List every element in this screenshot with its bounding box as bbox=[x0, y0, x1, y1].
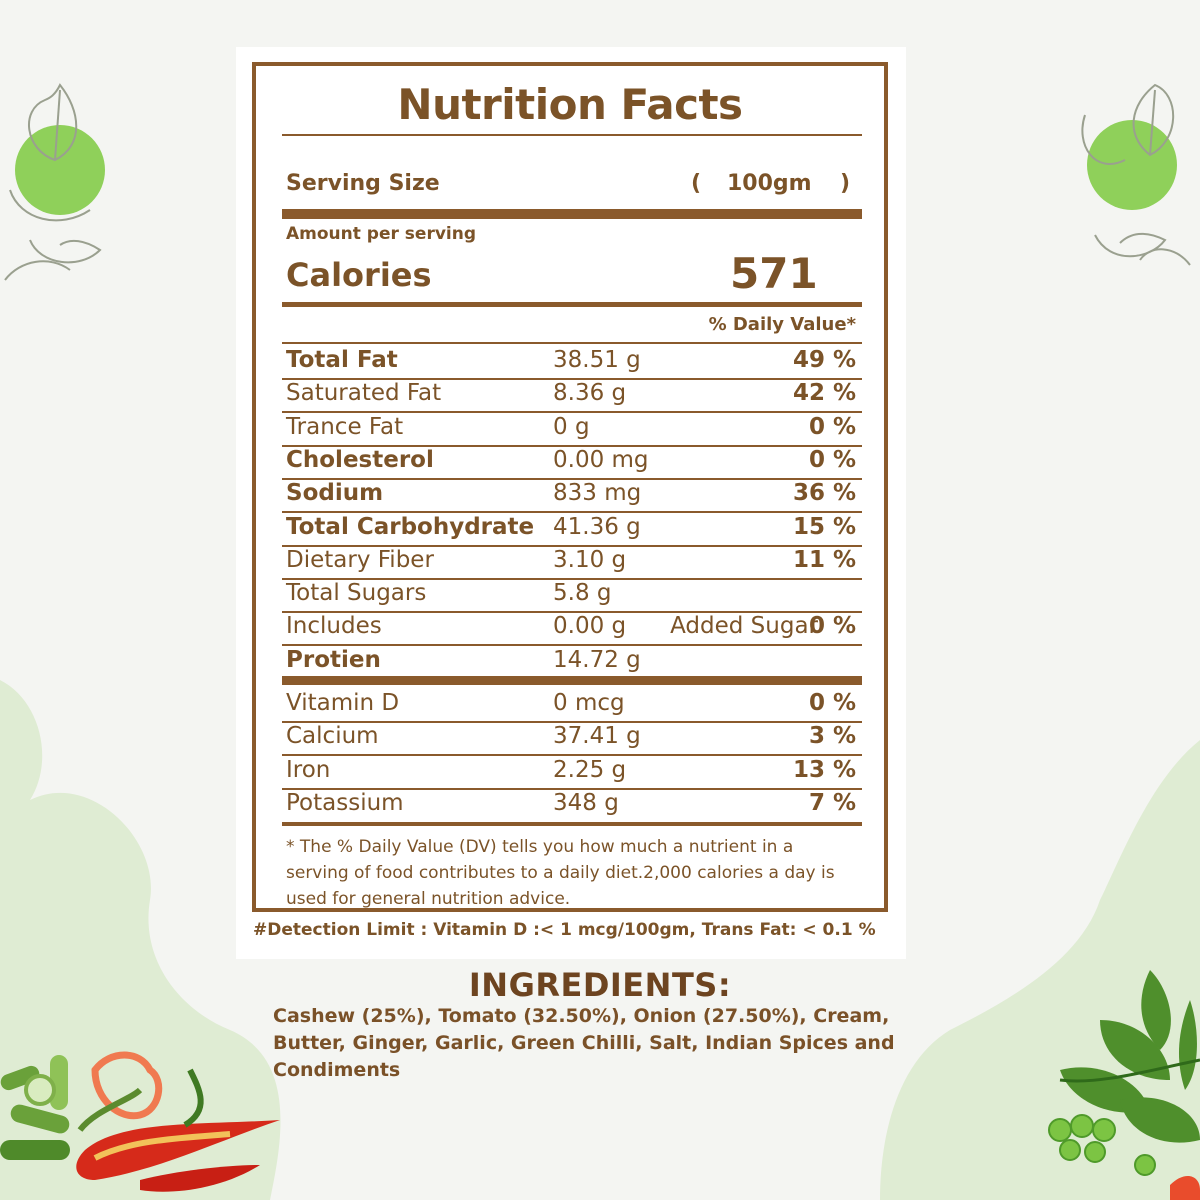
nutrient-name: Trance Fat bbox=[286, 413, 404, 440]
nutrient-amount: 38.51 g bbox=[553, 347, 641, 373]
vitamin-name: Iron bbox=[286, 756, 331, 783]
nutrition-facts-label: Nutrition Facts Serving Size ( 100gm ) A… bbox=[252, 62, 888, 912]
nutrient-daily-value: 0 % bbox=[808, 613, 856, 640]
nutrient-name: Total Sugars bbox=[286, 580, 427, 607]
nutrient-daily-value: 0 % bbox=[808, 413, 856, 440]
calories-value: 571 bbox=[730, 249, 818, 298]
row-divider bbox=[282, 511, 862, 514]
daily-value-footnote: * The % Daily Value (DV) tells you how m… bbox=[286, 837, 835, 909]
nutrient-name: Includes bbox=[286, 613, 382, 640]
ingredients-title: INGREDIENTS: bbox=[468, 966, 732, 1004]
nutrient-name: Dietary Fiber bbox=[286, 546, 434, 573]
divider bbox=[282, 134, 862, 136]
nutrient-name: Total Fat bbox=[286, 347, 398, 373]
nutrient-name: Sodium bbox=[286, 480, 384, 507]
nutrient-daily-value: 42 % bbox=[792, 380, 856, 407]
nutrient-name: Saturated Fat bbox=[286, 380, 442, 407]
nutrient-amount: 0.00 mg bbox=[553, 446, 649, 473]
serving-open-paren: ( bbox=[691, 171, 702, 196]
row-divider bbox=[282, 754, 862, 757]
medium-divider bbox=[282, 302, 862, 307]
added-sugar-label: Added Sugar bbox=[670, 613, 818, 640]
serving-size-label: Serving Size bbox=[286, 171, 440, 196]
nutrient-daily-value: 15 % bbox=[792, 513, 856, 540]
row-divider bbox=[282, 577, 862, 580]
leaf-circle-icon bbox=[4, 83, 105, 281]
nutrient-daily-value: 36 % bbox=[792, 480, 856, 507]
nutrient-name: Cholesterol bbox=[286, 446, 434, 473]
serving-close-paren: ) bbox=[840, 171, 851, 196]
row-divider bbox=[282, 611, 862, 614]
nutrition-facts-title: Nutrition Facts bbox=[397, 80, 743, 129]
row-divider bbox=[282, 444, 862, 447]
thick-divider bbox=[282, 209, 862, 219]
vitamin-amount: 348 g bbox=[553, 789, 619, 816]
nutrient-amount: 3.10 g bbox=[553, 546, 627, 573]
nutrient-amount: 41.36 g bbox=[553, 513, 641, 540]
row-divider bbox=[282, 477, 862, 480]
label-panel bbox=[236, 47, 906, 959]
leaf-circle-icon bbox=[1081, 83, 1191, 266]
row-divider bbox=[282, 787, 862, 790]
thick-divider bbox=[282, 676, 862, 685]
row-divider bbox=[282, 544, 862, 547]
vitamin-daily-value: 0 % bbox=[808, 690, 856, 716]
divider bbox=[282, 342, 862, 344]
nutrient-name: Total Carbohydrate bbox=[286, 513, 535, 540]
nutrient-name: Protien bbox=[286, 646, 381, 673]
row-divider bbox=[282, 378, 862, 380]
vitamin-amount: 2.25 g bbox=[553, 756, 627, 783]
vitamin-daily-value: 3 % bbox=[808, 723, 856, 750]
vitamin-name: Vitamin D bbox=[286, 690, 400, 716]
detection-limit-note: #Detection Limit : Vitamin D :< 1 mcg/10… bbox=[253, 920, 876, 940]
calories-label: Calories bbox=[286, 256, 432, 294]
nutrient-amount: 5.8 g bbox=[553, 580, 612, 607]
chilli-pepper-image bbox=[0, 1051, 280, 1192]
medium-divider bbox=[282, 822, 862, 826]
nutrient-amount: 833 mg bbox=[553, 480, 642, 507]
serving-size-value: 100gm bbox=[727, 171, 812, 196]
nutrient-amount: 8.36 g bbox=[553, 380, 627, 407]
spinach-peas-image bbox=[1048, 970, 1200, 1200]
nutrient-daily-value: 0 % bbox=[808, 446, 856, 473]
nutrient-amount: 0 g bbox=[553, 413, 590, 440]
nutrient-daily-value: 11 % bbox=[792, 546, 856, 573]
daily-value-header: % Daily Value* bbox=[708, 314, 856, 335]
vitamin-amount: 0 mcg bbox=[553, 690, 625, 716]
nutrient-daily-value: 49 % bbox=[792, 347, 856, 373]
amount-per-serving: Amount per serving bbox=[286, 224, 477, 244]
vitamin-daily-value: 13 % bbox=[792, 756, 856, 783]
row-divider bbox=[282, 411, 862, 414]
vitamin-amount: 37.41 g bbox=[553, 723, 641, 750]
vitamin-name: Calcium bbox=[286, 723, 379, 750]
vitamin-daily-value: 7 % bbox=[808, 789, 856, 816]
nutrient-amount: 14.72 g bbox=[553, 646, 641, 673]
ingredients-text: Cashew (25%), Tomato (32.50%), Onion (27… bbox=[273, 1005, 895, 1081]
row-divider bbox=[282, 644, 862, 647]
vitamin-name: Potassium bbox=[286, 789, 404, 816]
row-divider bbox=[282, 721, 862, 723]
nutrient-amount: 0.00 g bbox=[553, 613, 627, 640]
